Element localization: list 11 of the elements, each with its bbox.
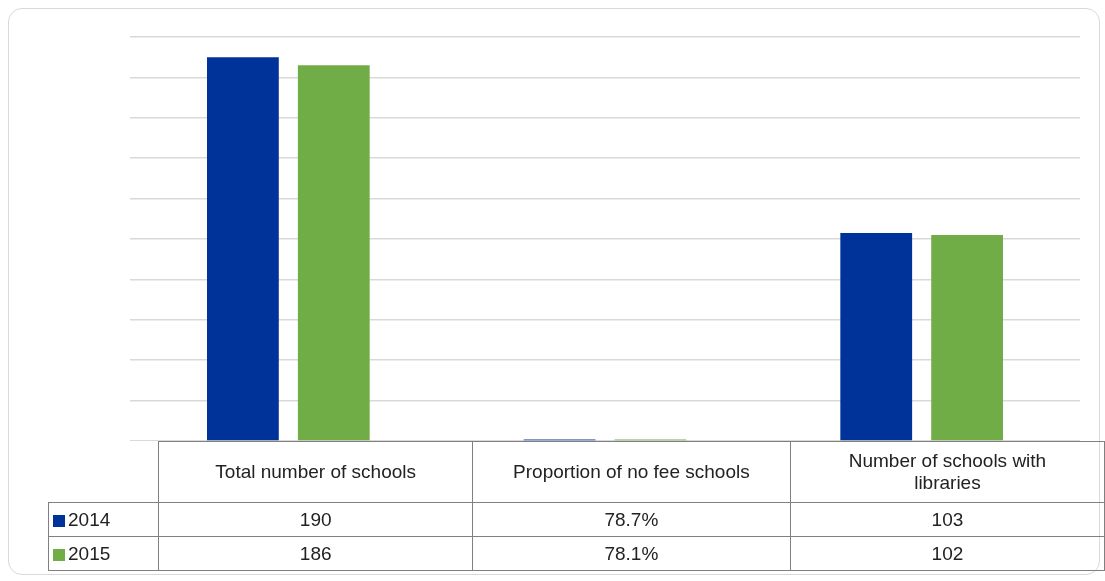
legend-label: 2014 xyxy=(48,502,159,537)
data-label: 103 xyxy=(790,502,1105,537)
data-label: 78.7% xyxy=(472,502,791,537)
data-label: 186 xyxy=(158,536,473,571)
data-label: 102 xyxy=(790,536,1105,571)
x-tick-label: Total number of schools xyxy=(158,441,473,503)
data-label: 190 xyxy=(158,502,473,537)
x-tick-label: Proportion of no fee schools xyxy=(472,441,791,503)
legend-label: 2015 xyxy=(48,536,159,571)
x-tick-label: Number of schools with libraries xyxy=(790,441,1105,503)
data-label: 78.1% xyxy=(472,536,791,571)
